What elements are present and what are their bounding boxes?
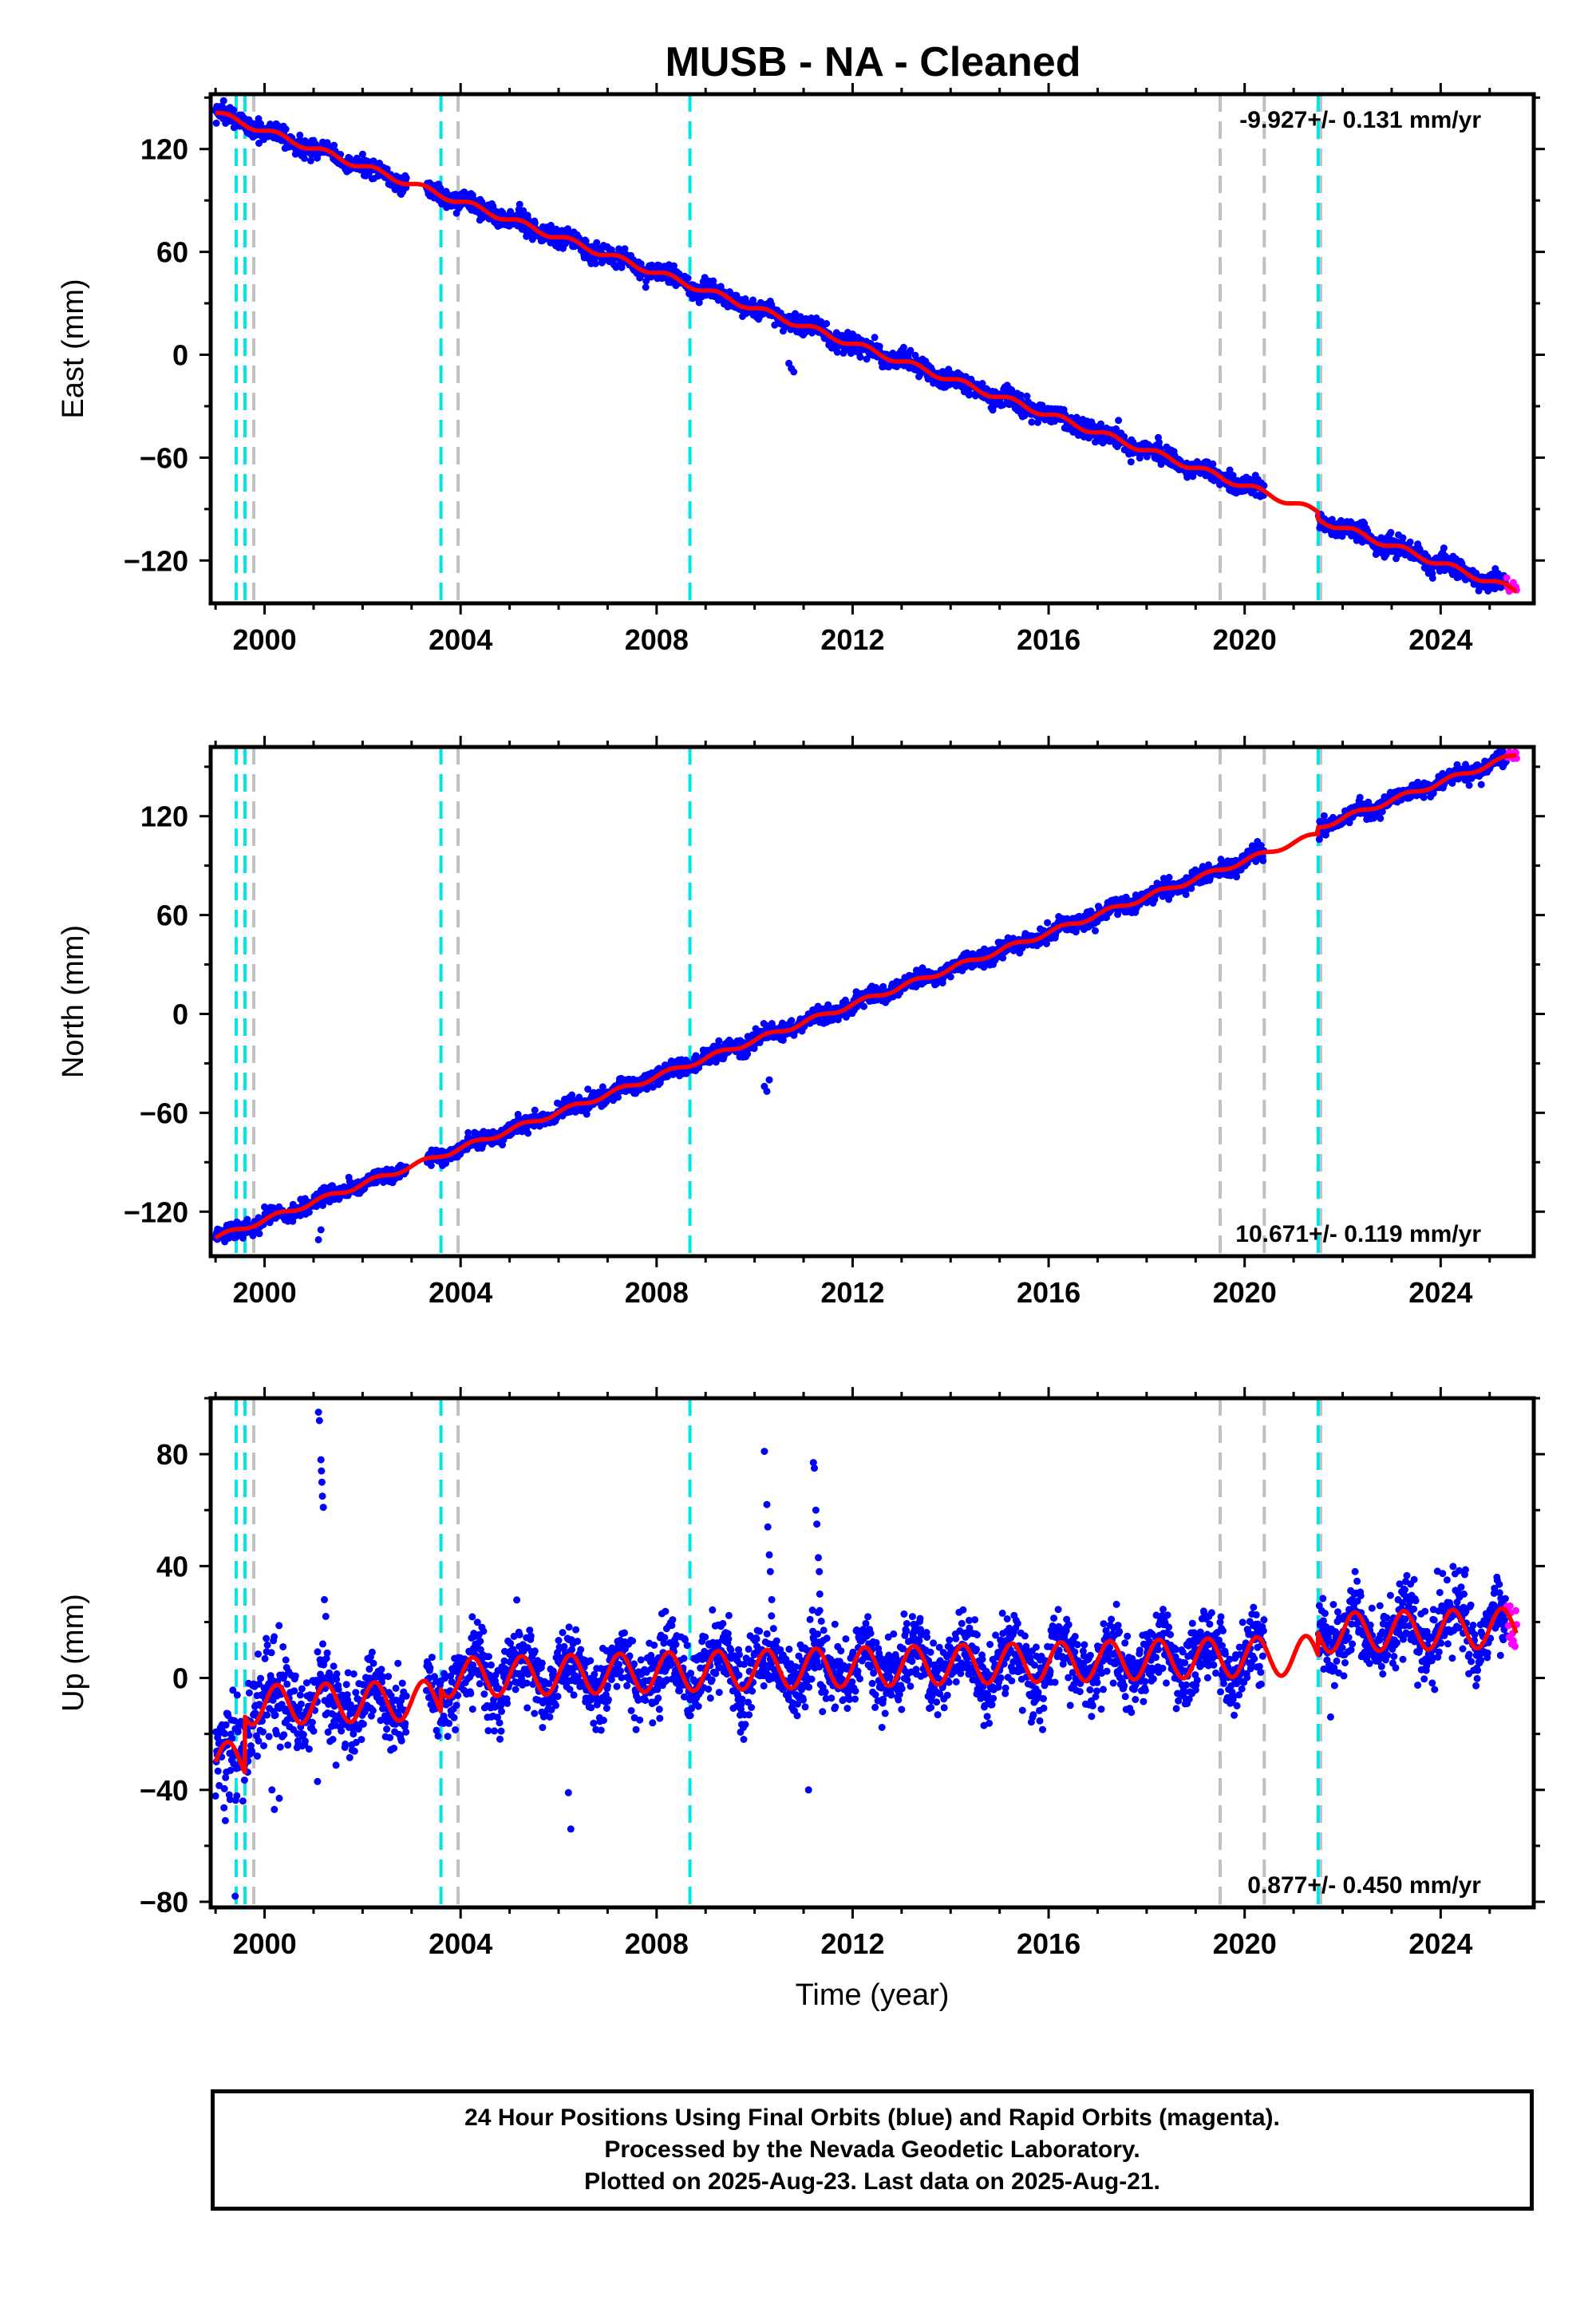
- x-tick-label: 2008: [625, 1276, 689, 1309]
- final-orbit-points: [211, 1409, 1511, 1900]
- footer-line-3: Plotted on 2025-Aug-23. Last data on 202…: [584, 2168, 1160, 2195]
- east-panel: 2000 2004 2008 2012 2016 2020 2024 −120 −60 0 60 12…: [57, 83, 1545, 656]
- x-tick-label: 2000: [233, 1927, 297, 1960]
- y-axis-label: Up (mm): [57, 1594, 90, 1712]
- x-tick-label: 2016: [1017, 623, 1080, 656]
- model-fit-curve: [213, 110, 1519, 595]
- y-tick-label: −120: [124, 544, 188, 577]
- footer-line-2: Processed by the Nevada Geodetic Laborat…: [604, 2136, 1140, 2163]
- x-tick-label: 2012: [820, 623, 884, 656]
- y-axis: −80 −40 0 40 80: [140, 1397, 1545, 1919]
- plot-frame: [208, 745, 1536, 1259]
- velocity-label: 10.671+/- 0.119 mm/yr: [1235, 1221, 1481, 1247]
- x-tick-label: 2008: [625, 1927, 689, 1960]
- x-tick-label: 2024: [1408, 1927, 1472, 1960]
- x-axis: 2000 2004 2008 2012 2016 2020 2024: [214, 83, 1491, 656]
- up-panel: 2000 2004 2008 2012 2016 2020 2024 −80 −40 0 40 80 U…: [57, 1387, 1545, 2012]
- y-tick-label: 80: [156, 1438, 188, 1471]
- y-tick-label: 0: [172, 998, 188, 1030]
- x-tick-label: 2024: [1408, 1276, 1472, 1309]
- y-tick-label: −60: [140, 441, 188, 474]
- x-axis: 2000 2004 2008 2012 2016 2020 2024: [214, 1387, 1491, 1960]
- y-tick-label: −60: [140, 1097, 188, 1129]
- model-fit-curve: [213, 1606, 1519, 1775]
- x-tick-label: 2016: [1017, 1927, 1080, 1960]
- y-axis: −120 −60 0 60 120: [124, 96, 1545, 577]
- y-tick-label: 40: [156, 1550, 188, 1583]
- x-axis-label: Time (year): [796, 1978, 950, 2012]
- y-tick-label: −40: [140, 1774, 188, 1807]
- x-tick-label: 2020: [1213, 1276, 1277, 1309]
- model-fit-curve: [213, 753, 1519, 1240]
- y-tick-label: 120: [140, 133, 188, 166]
- plot-content: [211, 747, 1520, 1256]
- x-tick-label: 2012: [820, 1927, 884, 1960]
- velocity-label: -9.927+/- 0.131 mm/yr: [1239, 107, 1481, 133]
- y-axis-label: East (mm): [57, 279, 90, 418]
- x-tick-label: 2020: [1213, 623, 1277, 656]
- x-axis: 2000 2004 2008 2012 2016 2020 2024: [214, 736, 1491, 1309]
- y-tick-label: −120: [124, 1196, 188, 1228]
- y-tick-label: 0: [172, 339, 188, 372]
- y-tick-label: 60: [156, 899, 188, 932]
- y-tick-label: −80: [140, 1886, 188, 1919]
- north-panel: 2000 2004 2008 2012 2016 2020 2024 −120 −60 0 60 12…: [57, 736, 1545, 1309]
- x-tick-label: 2020: [1213, 1927, 1277, 1960]
- x-tick-label: 2004: [429, 1927, 492, 1960]
- figure-title: MUSB - NA - Cleaned: [666, 39, 1081, 85]
- x-tick-label: 2004: [429, 623, 492, 656]
- x-tick-label: 2024: [1408, 623, 1472, 656]
- y-tick-label: 60: [156, 236, 188, 269]
- y-axis: −120 −60 0 60 120: [124, 765, 1545, 1228]
- y-tick-label: 0: [172, 1662, 188, 1695]
- final-orbit-dots: [211, 1409, 1511, 1900]
- x-tick-label: 2000: [233, 623, 297, 656]
- y-axis-label: North (mm): [57, 925, 90, 1078]
- x-tick-label: 2016: [1017, 1276, 1080, 1309]
- plot-content: [211, 94, 1520, 603]
- x-tick-label: 2012: [820, 1276, 884, 1309]
- x-tick-label: 2008: [625, 623, 689, 656]
- plot-content: [211, 1398, 1520, 1907]
- velocity-label: 0.877+/- 0.450 mm/yr: [1247, 1872, 1481, 1899]
- x-tick-label: 2000: [233, 1276, 297, 1309]
- plot-frame: [208, 1396, 1536, 1910]
- footer-box: 24 Hour Positions Using Final Orbits (bl…: [211, 2089, 1534, 2211]
- plot-frame: [208, 92, 1536, 606]
- y-tick-label: 120: [140, 800, 188, 833]
- footer-line-1: 24 Hour Positions Using Final Orbits (bl…: [464, 2105, 1280, 2131]
- x-tick-label: 2004: [429, 1276, 492, 1309]
